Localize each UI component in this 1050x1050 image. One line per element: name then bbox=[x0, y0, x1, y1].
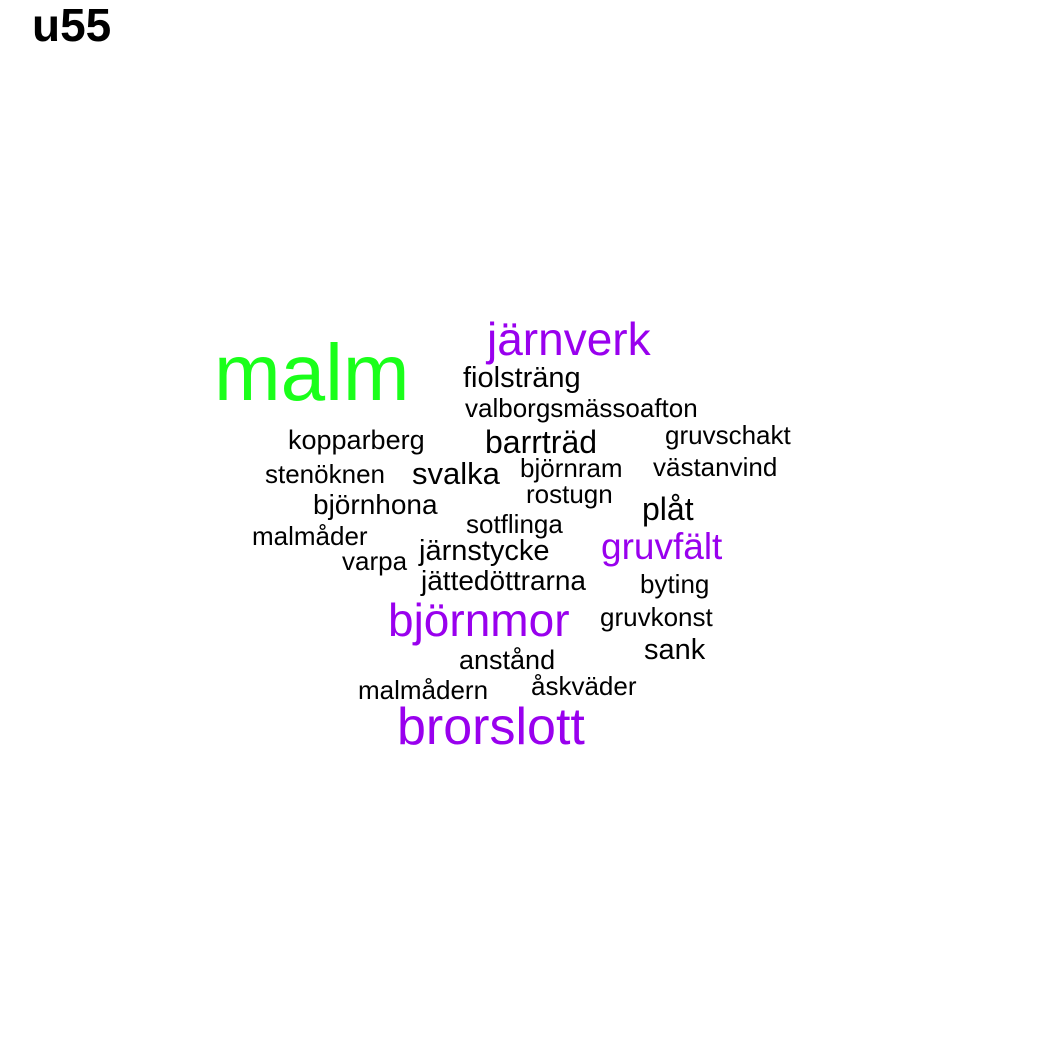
cloud-word-varpa: varpa bbox=[342, 546, 408, 576]
cloud-word-vastanvind: västanvind bbox=[653, 452, 778, 482]
cloud-word-byting: byting bbox=[640, 569, 710, 599]
cloud-word-gruvfalt: gruvfält bbox=[601, 526, 723, 567]
cloud-word-malmader: malmåder bbox=[252, 521, 368, 551]
cloud-word-bjornram: björnram bbox=[520, 453, 623, 483]
cloud-word-svalka: svalka bbox=[412, 456, 500, 491]
cloud-word-brorslott: brorslott bbox=[397, 698, 585, 756]
cloud-word-barrtrad: barrträd bbox=[485, 424, 598, 460]
cloud-word-sank: sank bbox=[644, 634, 706, 666]
cloud-word-malm: malm bbox=[214, 328, 410, 417]
cloud-word-bjornmor: björnmor bbox=[388, 594, 570, 646]
cloud-word-plat: plåt bbox=[642, 491, 694, 527]
cloud-word-sotflinga: sotflinga bbox=[466, 509, 563, 539]
cloud-word-anstand: anstånd bbox=[459, 645, 556, 675]
cloud-word-jarnverk: järnverk bbox=[487, 313, 651, 365]
cloud-word-valborgsmassoafton: valborgsmässoafton bbox=[465, 393, 698, 423]
cloud-word-askvader: åskväder bbox=[531, 671, 637, 701]
cloud-word-gruvschakt: gruvschakt bbox=[665, 420, 791, 450]
cloud-word-malmadern: malmådern bbox=[358, 675, 489, 705]
cloud-word-jarnstycke: järnstycke bbox=[419, 535, 550, 567]
cloud-word-gruvkonst: gruvkonst bbox=[600, 602, 713, 632]
cloud-word-rostugn: rostugn bbox=[526, 479, 613, 509]
cloud-word-stenoknen: stenöknen bbox=[265, 459, 385, 489]
cloud-word-bjornhona: björnhona bbox=[313, 489, 438, 520]
cloud-word-jattedottrarna: jättedöttrarna bbox=[421, 565, 586, 596]
cloud-word-fiolstrang: fiolsträng bbox=[463, 362, 581, 394]
panel-label: u55 bbox=[32, 0, 112, 51]
cloud-word-kopparberg: kopparberg bbox=[288, 425, 425, 455]
